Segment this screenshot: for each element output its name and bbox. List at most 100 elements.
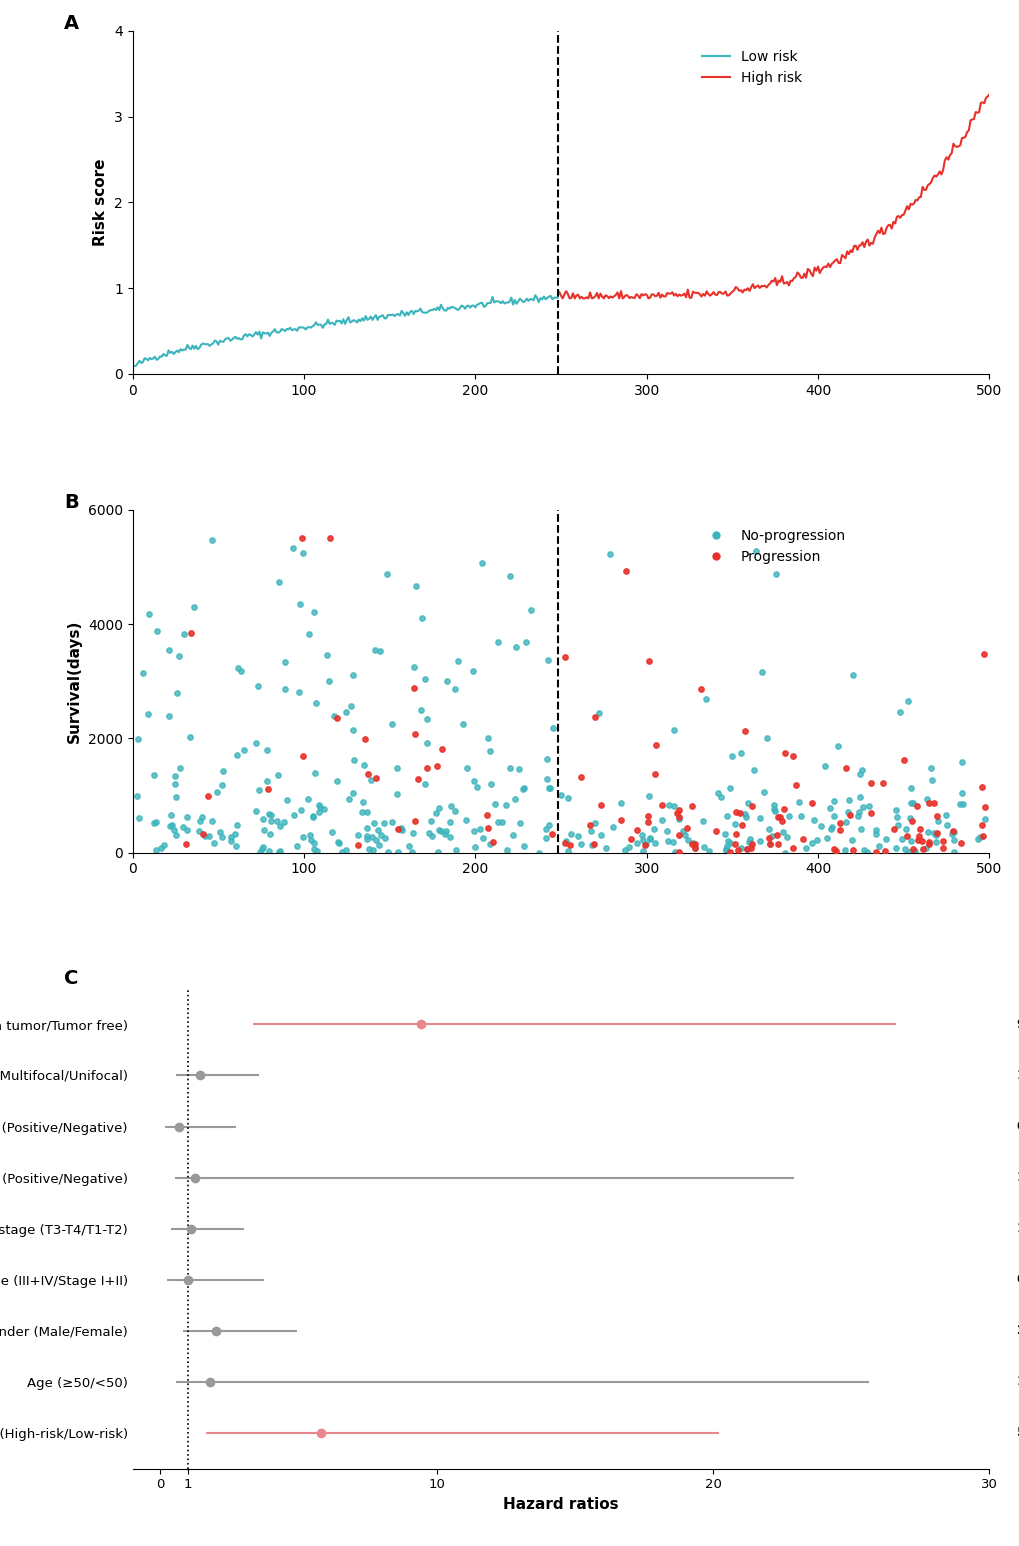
Point: [718, 804, 735, 829]
Line: Low risk: Low risk: [135, 295, 557, 366]
Point: [679, 829, 695, 853]
Point: [356, 753, 372, 778]
Point: [153, 835, 169, 860]
Point: [836, 838, 852, 863]
Point: [895, 748, 911, 773]
Point: [671, 798, 687, 822]
Point: [700, 838, 716, 863]
Point: [765, 796, 782, 821]
Point: [759, 816, 775, 841]
Point: [803, 832, 819, 856]
Point: [751, 829, 767, 853]
Point: [818, 826, 835, 850]
Point: [901, 805, 917, 830]
Point: [920, 790, 936, 815]
Point: [364, 826, 380, 850]
Point: [927, 804, 944, 829]
Point: [135, 660, 151, 685]
Point: [629, 830, 645, 855]
Point: [825, 788, 842, 813]
Point: [540, 776, 556, 801]
Point: [821, 796, 838, 821]
Point: [252, 839, 268, 864]
Point: [768, 832, 785, 856]
Point: [430, 795, 446, 819]
Point: [559, 839, 576, 864]
Point: [629, 818, 645, 843]
Point: [228, 742, 245, 767]
Point: [945, 839, 961, 864]
Point: [841, 788, 857, 813]
Point: [537, 816, 553, 841]
Point: [620, 835, 636, 860]
Point: [838, 756, 854, 781]
Point: [739, 790, 755, 815]
Point: [952, 830, 968, 855]
Point: [924, 821, 941, 846]
Point: [515, 776, 531, 801]
Point: [573, 765, 589, 790]
Point: [897, 816, 913, 841]
Point: [927, 830, 944, 855]
Point: [679, 816, 695, 841]
Point: [323, 819, 339, 844]
Point: [302, 822, 318, 847]
Low risk: [529, 286, 541, 305]
Point: [468, 775, 484, 799]
High risk: [552, 283, 565, 301]
Point: [419, 730, 435, 754]
Point: [311, 793, 327, 818]
Point: [592, 822, 608, 847]
Point: [969, 827, 985, 852]
Point: [537, 826, 553, 850]
Point: [498, 838, 515, 863]
Point: [389, 782, 406, 807]
Point: [824, 836, 841, 861]
Point: [358, 801, 374, 826]
Point: [405, 821, 421, 846]
Point: [142, 601, 158, 626]
Point: [790, 790, 806, 815]
X-axis label: Hazard ratios: Hazard ratios: [502, 1497, 619, 1512]
Point: [262, 822, 278, 847]
Point: [407, 722, 423, 747]
Text: 1.102 (0.4-3.039): 1.102 (0.4-3.039): [1016, 1223, 1019, 1235]
Point: [646, 762, 662, 787]
Point: [732, 835, 748, 860]
Point: [737, 804, 753, 829]
Low risk: [537, 288, 549, 306]
Point: [368, 765, 384, 790]
Point: [408, 574, 424, 598]
Point: [640, 810, 656, 835]
Point: [501, 754, 518, 779]
Point: [366, 812, 382, 836]
Point: [389, 818, 406, 843]
Point: [612, 807, 629, 832]
Point: [900, 688, 916, 713]
Point: [146, 810, 162, 835]
Point: [442, 795, 459, 819]
Point: [504, 822, 521, 847]
Point: [721, 839, 738, 864]
Point: [723, 744, 740, 768]
Point: [733, 812, 749, 836]
Point: [256, 818, 272, 843]
Point: [751, 805, 767, 830]
Point: [646, 830, 662, 855]
Point: [212, 819, 228, 844]
Point: [544, 716, 560, 741]
Point: [516, 833, 532, 858]
Point: [824, 804, 841, 829]
Point: [465, 768, 481, 793]
Point: [686, 835, 702, 860]
Point: [530, 841, 546, 866]
Low risk: [479, 297, 491, 315]
Point: [307, 761, 323, 785]
Point: [406, 656, 422, 680]
Point: [479, 725, 495, 750]
Point: [473, 550, 489, 575]
Text: 0.695 (0.177-2.733): 0.695 (0.177-2.733): [1016, 1119, 1019, 1133]
Point: [612, 790, 629, 815]
Point: [867, 839, 883, 864]
Point: [517, 629, 533, 654]
